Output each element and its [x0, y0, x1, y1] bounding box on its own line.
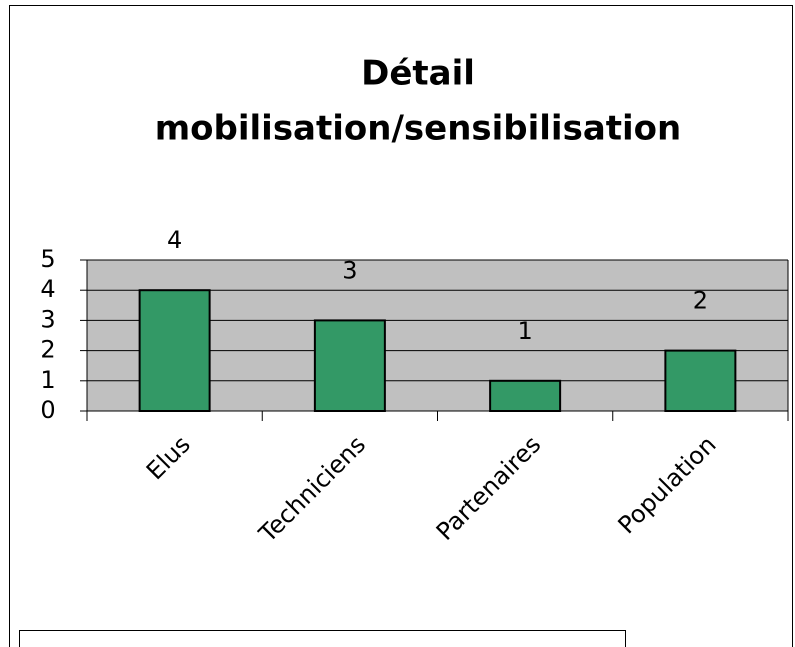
chart-title: Détail — [361, 54, 475, 94]
y-tick-label: 4 — [40, 275, 55, 303]
data-label: 1 — [517, 317, 532, 345]
y-tick-label: 3 — [40, 305, 55, 333]
bar — [489, 379, 562, 412]
chart-title: mobilisation/sensibilisation — [155, 109, 682, 149]
lower-box — [19, 630, 626, 647]
y-tick-label: 1 — [40, 366, 55, 394]
data-label: 2 — [693, 287, 708, 315]
data-label: 3 — [342, 256, 357, 284]
y-tick-label: 5 — [40, 245, 55, 273]
bar — [138, 289, 211, 413]
y-tick-label: 0 — [40, 396, 55, 424]
data-label: 4 — [167, 226, 182, 254]
bar — [664, 349, 737, 413]
y-tick-label: 2 — [40, 336, 55, 364]
bar — [313, 319, 386, 412]
